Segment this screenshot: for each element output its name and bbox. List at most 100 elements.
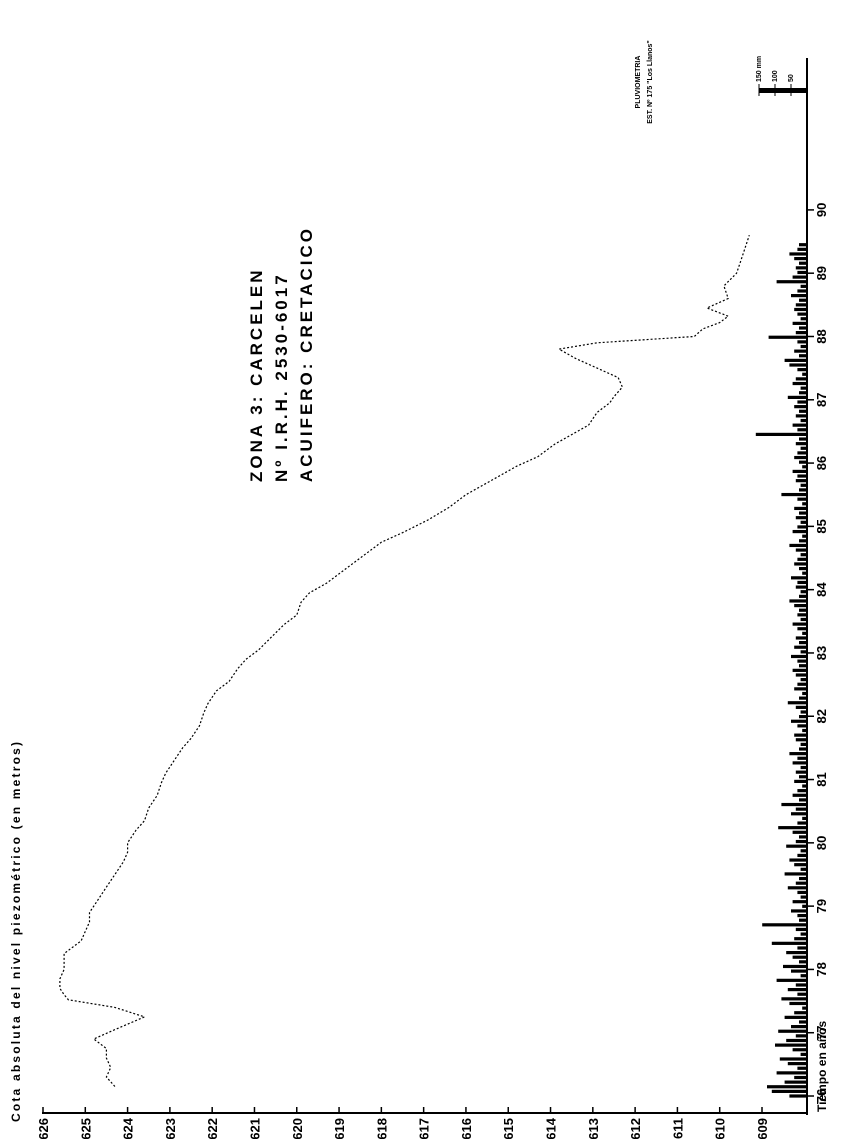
- rainfall-bar: [792, 321, 807, 325]
- level-tick-label-611: 611: [670, 1118, 685, 1139]
- rainfall-bar: [797, 580, 807, 585]
- rainfall-bar: [795, 927, 807, 932]
- rainfall-bar: [797, 1066, 807, 1070]
- rainfall-bar: [800, 446, 807, 450]
- time-tick-label-78: 78: [814, 962, 829, 976]
- rainfall-bar: [800, 710, 807, 714]
- rainfall-bar: [800, 895, 807, 899]
- time-tick-label-81: 81: [814, 772, 829, 786]
- rainfall-bar: [799, 835, 807, 839]
- rainfall-bar: [794, 645, 807, 649]
- rainfall-bar: [799, 960, 807, 964]
- time-tick-label-89: 89: [814, 266, 829, 280]
- rainfall-bar: [799, 354, 807, 358]
- rainfall-bar: [767, 1085, 807, 1089]
- rainfall-bar: [797, 627, 807, 631]
- rainfall-bar: [799, 608, 807, 612]
- rainfall-bar: [776, 1071, 807, 1075]
- rainfall-bar: [800, 867, 807, 871]
- rainfall-bar: [799, 261, 807, 265]
- rainfall-bar: [802, 372, 807, 376]
- rainfall-bar: [784, 872, 807, 876]
- rainfall-bar: [797, 557, 807, 561]
- rainfall-bar: [797, 913, 807, 918]
- rainfall-bar: [795, 807, 807, 811]
- rainfall-bar: [794, 687, 807, 691]
- rainfall-bar: [791, 719, 807, 723]
- rainfall-bar: [789, 252, 807, 256]
- rainfall-bar: [775, 1043, 807, 1047]
- rainfall-bar: [800, 317, 807, 321]
- rainfall-bar: [795, 705, 807, 709]
- rainfall-bar: [795, 673, 807, 677]
- time-tick-label-82: 82: [814, 709, 829, 723]
- rainfall-bar: [800, 678, 807, 682]
- rainfall-scale-label-0: 150 mm: [756, 56, 763, 82]
- time-tick-label-83: 83: [814, 646, 829, 660]
- rainfall-bar: [787, 987, 807, 992]
- rainfall-bar: [789, 1094, 807, 1098]
- rainfall-bar: [787, 701, 807, 705]
- rainfall-bar: [797, 270, 807, 275]
- rainfall-bar: [802, 728, 807, 733]
- rainfall-bar: [799, 566, 807, 571]
- rainfall-bar: [797, 789, 807, 793]
- rainfall-bar: [800, 418, 807, 423]
- rainfall-bar: [792, 793, 807, 797]
- rainfall-bar: [795, 770, 807, 774]
- rainfall-bar: [789, 543, 807, 548]
- rainfall-bar: [797, 821, 807, 825]
- rainfall-bar: [771, 1089, 807, 1093]
- rainfall-bar: [776, 280, 807, 284]
- rainfall-bar: [794, 603, 807, 608]
- rainfall-bar: [794, 937, 807, 941]
- rainfall-bar: [794, 307, 807, 312]
- rainfall-bar: [795, 636, 807, 640]
- level-tick-label-609: 609: [755, 1118, 770, 1139]
- rainfall-bar: [797, 756, 807, 760]
- rainfall-bar: [768, 335, 807, 339]
- rainfall-bar: [791, 576, 807, 580]
- rainfall-bar: [789, 1001, 807, 1006]
- level-tick-label-616: 616: [459, 1118, 474, 1139]
- rainfall-bar: [799, 798, 807, 802]
- rainfall-bar: [800, 932, 807, 936]
- rainfall-bar: [799, 298, 807, 302]
- rainfall-bar: [784, 358, 807, 362]
- time-tick-label-76: 76: [814, 1089, 829, 1103]
- rainfall-bar: [800, 765, 807, 770]
- rainfall-bar: [799, 775, 807, 779]
- rainfall-bar: [797, 451, 807, 455]
- rainfall-bar: [762, 923, 807, 927]
- rainfall-bar: [794, 405, 807, 409]
- level-tick-label-620: 620: [290, 1118, 305, 1139]
- level-tick-label-619: 619: [332, 1118, 347, 1139]
- rainfall-bar: [799, 594, 807, 598]
- rainfall-bar: [802, 571, 807, 575]
- rainfall-bar: [797, 400, 807, 404]
- rainfall-bar: [799, 391, 807, 395]
- rainfall-bar: [792, 275, 807, 279]
- rainfall-bar: [787, 886, 807, 890]
- rainfall-bar: [802, 465, 807, 469]
- level-tick-label-615: 615: [501, 1118, 516, 1139]
- rainfall-bar: [800, 386, 807, 390]
- rainfall-bar: [786, 950, 807, 955]
- rainfall-bar: [787, 395, 807, 399]
- level-tick-label-618: 618: [374, 1118, 389, 1139]
- rainfall-bar: [797, 289, 807, 293]
- level-tick-label-613: 613: [586, 1118, 601, 1139]
- rainfall-bar: [797, 682, 807, 686]
- rainfall-bar: [795, 839, 807, 844]
- rainfall-bar: [795, 738, 807, 742]
- rainfall-bar: [800, 520, 807, 524]
- time-tick-label-80: 80: [814, 836, 829, 850]
- info-line-2: Nº I.R.H. 2530-6017: [272, 272, 291, 482]
- rainfall-bar: [795, 442, 807, 446]
- rainfall-bar: [800, 974, 807, 978]
- rainfall-bar: [799, 326, 807, 330]
- rainfall-bar: [797, 247, 807, 251]
- rainfall-bar: [799, 437, 807, 441]
- rainfall-bar: [799, 918, 807, 922]
